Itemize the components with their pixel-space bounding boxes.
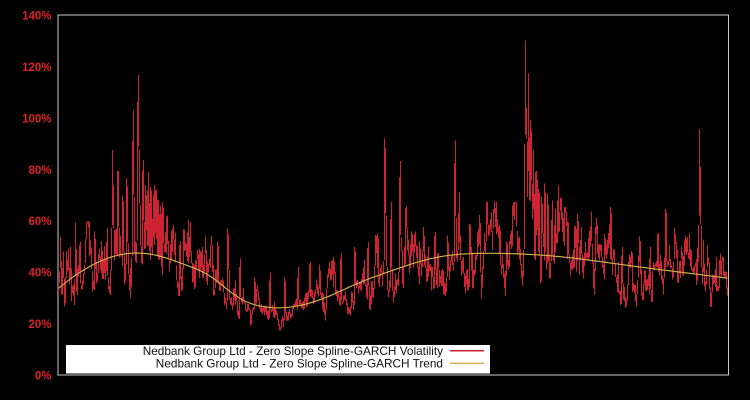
svg-text:20%: 20% — [28, 319, 51, 331]
svg-text:100%: 100% — [22, 113, 51, 125]
svg-text:80%: 80% — [28, 165, 51, 177]
svg-text:60%: 60% — [28, 216, 51, 228]
svg-text:Nedbank Group Ltd - Zero Slope: Nedbank Group Ltd - Zero Slope Spline-GA… — [143, 344, 443, 358]
svg-text:0%: 0% — [35, 371, 52, 383]
svg-text:140%: 140% — [22, 11, 51, 23]
svg-text:40%: 40% — [28, 268, 51, 280]
svg-text:120%: 120% — [22, 62, 51, 74]
svg-text:Nedbank Group Ltd - Zero Slope: Nedbank Group Ltd - Zero Slope Spline-GA… — [156, 357, 443, 371]
